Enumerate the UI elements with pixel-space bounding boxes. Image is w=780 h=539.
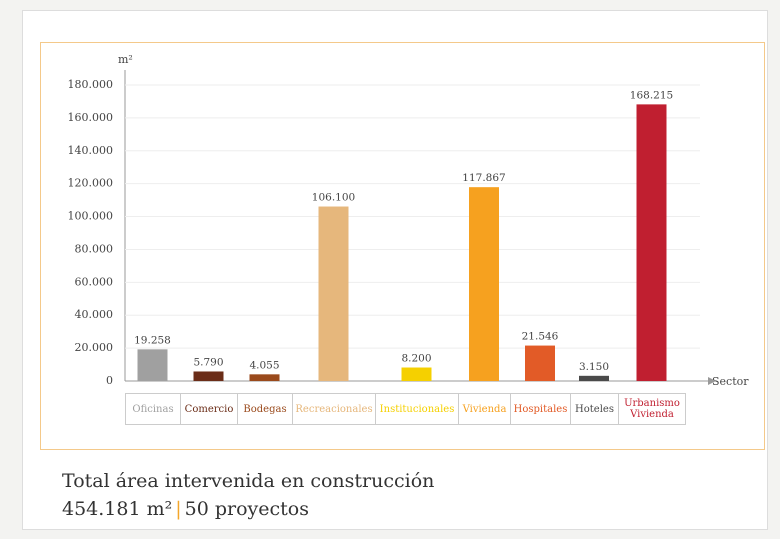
footer-projects: 50 proyectos <box>184 498 310 520</box>
y-tick-label: 20.000 <box>75 341 114 354</box>
bar <box>401 367 432 381</box>
x-tick-label: Hoteles <box>570 393 619 425</box>
value-label: 5.790 <box>193 356 223 368</box>
x-tick-label: Hospitales <box>510 393 571 425</box>
x-tick-label: Vivienda <box>458 393 511 425</box>
x-tick-label: Urbanismo Vivienda <box>618 393 686 425</box>
value-label: 168.215 <box>630 89 673 101</box>
bar <box>318 206 349 381</box>
y-tick-label: 120.000 <box>68 177 114 190</box>
bar <box>249 374 280 381</box>
bar <box>137 349 168 381</box>
y-tick-label: 100.000 <box>68 210 114 223</box>
footer-area: 454.181 m² <box>62 498 173 520</box>
value-label: 8.200 <box>401 353 431 365</box>
footer-summary: 454.181 m² | 50 proyectos <box>62 498 309 520</box>
bar <box>579 375 609 381</box>
y-axis-title: m² <box>118 53 133 66</box>
x-tick-label: Oficinas <box>125 393 181 425</box>
value-label: 4.055 <box>249 359 279 371</box>
bar <box>193 371 224 381</box>
y-tick-label: 180.000 <box>68 78 114 91</box>
value-label: 21.546 <box>522 331 559 343</box>
bar <box>636 104 667 382</box>
value-label: 19.258 <box>134 334 171 346</box>
y-tick-label: 0 <box>106 374 113 387</box>
footer-title: Total área intervenida en construcción <box>62 470 435 492</box>
x-axis-arrow <box>708 377 716 385</box>
bar <box>469 187 499 381</box>
y-tick-label: 40.000 <box>75 308 114 321</box>
y-tick-label: 160.000 <box>68 111 114 124</box>
y-tick-label: 60.000 <box>75 275 114 288</box>
value-label: 117.867 <box>462 172 505 184</box>
bar <box>525 345 555 381</box>
x-tick-label: Bodegas <box>237 393 293 425</box>
y-tick-label: 140.000 <box>68 144 114 157</box>
x-tick-label: Institucionales <box>375 393 459 425</box>
x-tick-label: Comercio <box>180 393 238 425</box>
x-axis-title: Sector <box>712 375 749 388</box>
y-tick-label: 80.000 <box>75 242 114 255</box>
separator: | <box>175 498 182 520</box>
x-tick-label: Recreacionales <box>292 393 376 425</box>
value-label: 106.100 <box>312 192 355 204</box>
value-label: 3.150 <box>579 361 609 373</box>
